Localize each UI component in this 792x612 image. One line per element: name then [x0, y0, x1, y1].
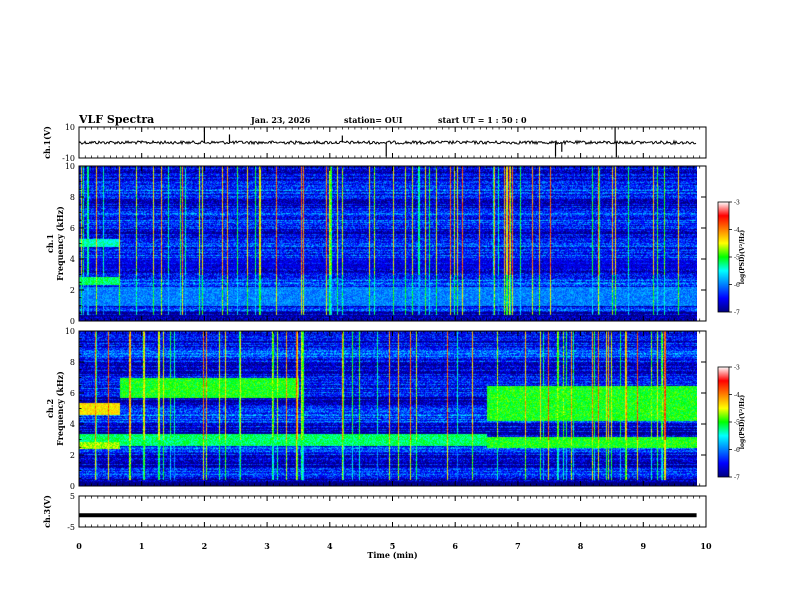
colorbar-ch2-gradient: [717, 366, 730, 478]
colorbar-ch2-tick-label: -6: [734, 447, 740, 454]
ch2-spectrogram-ytick-label: 0: [70, 482, 75, 491]
ch1-spectrogram-ytick-label: 6: [70, 224, 75, 233]
ch2-spectrogram-pixels: [79, 331, 697, 486]
ch3-waveform-ytick-label: -5: [67, 523, 75, 532]
panels-layer: [78, 127, 697, 518]
ch1-spectrogram-ylabel-freq: Frequency (kHz): [55, 206, 65, 281]
ch1-waveform-ylabel: ch.1(V): [42, 126, 52, 159]
colorbar-ch2-tick-label: -4: [734, 392, 740, 399]
ch2-spectrogram-image: [79, 331, 697, 486]
header-station: station= OUI: [344, 115, 403, 125]
ch2-spectrogram-ylabel: ch.2: [45, 399, 55, 418]
ch1-waveform-ytick-label: -10: [62, 154, 75, 163]
ch1-spectrogram-ylabel: ch.1: [45, 234, 55, 253]
x-axis-label: Time (min): [367, 550, 417, 560]
ch1-spectrogram-ytick-label: 10: [65, 162, 75, 171]
axes-layer: [78, 126, 732, 528]
ch1-spectrogram-ytick-label: 0: [70, 317, 75, 326]
x-tick-label: 7: [515, 541, 521, 551]
colorbar-ch1-tick-label: -3: [734, 200, 740, 207]
x-tick-label: 4: [327, 541, 333, 551]
x-tick-label: 2: [202, 541, 208, 551]
x-tick-label: 3: [264, 541, 270, 551]
colorbar-ch2-tick-label: -7: [734, 475, 740, 482]
ch1-spectrogram-pixels: [79, 166, 697, 321]
ch2-spectrogram-ytick-label: 10: [65, 327, 75, 336]
ch2-spectrogram-ytick-label: 2: [70, 451, 75, 460]
x-tick-label: 9: [641, 541, 647, 551]
header-date: Jan. 23, 2026: [251, 115, 311, 125]
colorbar-ch1-tick-label: -4: [734, 227, 740, 234]
colorbar-ch1-gradient: [717, 201, 730, 313]
ch1-spectrogram-ytick-label: 4: [70, 255, 75, 264]
ch2-spectrogram-ytick-label: 4: [70, 420, 75, 429]
x-tick-label: 5: [390, 541, 396, 551]
colorbar-ch1-tick-label: -5: [734, 255, 740, 262]
x-tick-label: 10: [700, 541, 712, 551]
colorbar-ch2-tick-label: -3: [734, 365, 740, 372]
ch2-spectrogram-ytick-label: 6: [70, 389, 75, 398]
ch1-spectrogram-ytick-label: 2: [70, 286, 75, 295]
colorbar-ch1-tick-label: -6: [734, 282, 740, 289]
ch1-waveform-trace: [78, 139, 697, 146]
x-tick-label: 1: [139, 541, 145, 551]
colorbar-ch1-label: log(PSD)(V²/Hz): [739, 230, 746, 285]
x-tick-label: 6: [452, 541, 458, 551]
ch2-spectrogram-ytick-label: 8: [70, 358, 75, 367]
colorbar-ch2-tick-label: -5: [734, 420, 740, 427]
ch1-spectrogram-ytick-label: 8: [70, 193, 75, 202]
ch3-waveform-ylabel: ch.3(V): [42, 495, 52, 528]
colorbar-ch2-label: log(PSD)(V²/Hz): [739, 395, 746, 450]
ch3-waveform-ytick-label: 5: [70, 492, 75, 501]
ch1-waveform-ytick-label: 10: [65, 123, 75, 132]
x-tick-label: 8: [578, 541, 584, 551]
figure-title: VLF Spectra: [79, 113, 155, 126]
x-tick-label: 0: [76, 541, 82, 551]
ch1-spectrogram-image: [79, 166, 697, 321]
colorbar-ch1-tick-label: -7: [734, 310, 740, 317]
header-start-time: start UT = 1 : 50 : 0: [438, 115, 527, 125]
ch2-spectrogram-ylabel-freq: Frequency (kHz): [55, 371, 65, 446]
